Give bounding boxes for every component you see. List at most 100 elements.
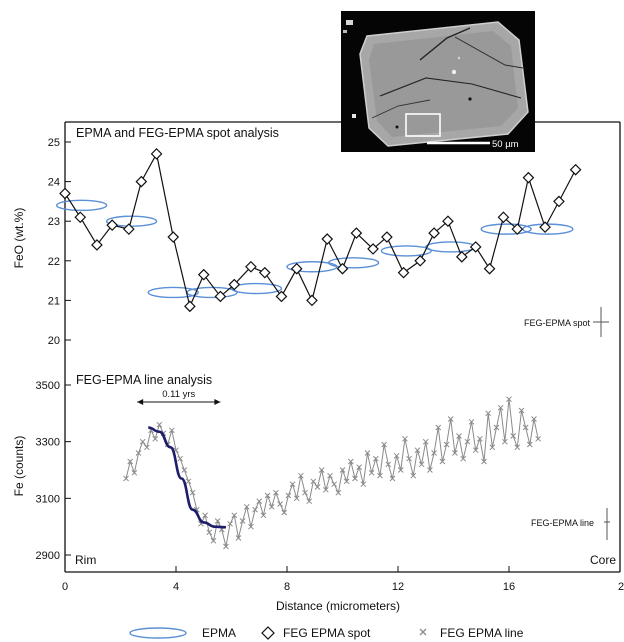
line-point	[168, 427, 175, 434]
line-point	[289, 481, 296, 488]
line-point	[144, 444, 150, 451]
bse-inset-image: 50 µm	[341, 11, 535, 152]
x-tick-label: 8	[284, 581, 290, 593]
line-point	[206, 529, 213, 536]
x-tick-label: 16	[503, 581, 515, 593]
crystal-core	[369, 31, 518, 137]
line-point	[335, 489, 342, 496]
feo-y-tick-label: 22	[48, 256, 60, 268]
line-point	[464, 438, 471, 445]
line-point	[327, 472, 333, 479]
interval-arrow-right	[214, 399, 221, 405]
fe-axis-label: Fe (counts)	[12, 436, 26, 497]
line-point	[231, 512, 238, 519]
spot-point	[59, 187, 71, 200]
line-point	[239, 518, 246, 524]
fe-y-tick-label: 3100	[36, 493, 60, 505]
fragment-3	[343, 30, 347, 33]
spot-point	[336, 262, 349, 275]
line-point	[131, 469, 138, 476]
line-point	[526, 441, 533, 448]
spot-point	[367, 243, 379, 255]
spot-point	[428, 227, 440, 239]
x-tick-label: 0	[62, 581, 68, 593]
spot-point	[381, 231, 393, 243]
spot-point	[228, 278, 241, 291]
line-point	[364, 450, 371, 456]
line-point	[331, 481, 338, 488]
plot-frame	[64, 121, 621, 573]
inclusion-2	[468, 97, 472, 101]
fit-curve	[148, 426, 226, 529]
line-point	[372, 455, 379, 462]
legend-epma-label: EPMA	[202, 626, 236, 640]
line-point	[185, 478, 192, 485]
epma-point	[425, 241, 477, 253]
line-point	[489, 444, 496, 451]
spot-point	[397, 266, 410, 279]
spot-point	[522, 171, 535, 184]
line-point	[402, 435, 408, 442]
line-point	[393, 452, 400, 459]
line-point	[306, 498, 313, 505]
spot-panel-title: EPMA and FEG-EPMA spot analysis	[76, 126, 279, 140]
line-point	[123, 475, 129, 482]
line-point	[248, 523, 254, 530]
line-point	[356, 464, 363, 471]
epma-point	[380, 245, 433, 257]
line-point	[452, 450, 458, 456]
legend: EPMA FEG EPMA spot FEG EPMA line	[129, 626, 524, 640]
line-point	[443, 441, 450, 448]
line-point	[318, 467, 325, 473]
line-point	[381, 441, 387, 448]
line-point	[447, 416, 454, 422]
line-point	[385, 461, 392, 468]
line-point	[339, 467, 346, 473]
spot-point	[497, 211, 510, 224]
line-point	[477, 435, 483, 442]
line-point	[214, 518, 221, 524]
line-point	[352, 475, 358, 482]
legend-line-label: FEG EPMA line	[440, 626, 524, 640]
line-point	[439, 458, 446, 465]
line-connector	[125, 399, 539, 547]
feo-y-tick-label: 21	[48, 295, 60, 307]
line-point	[139, 438, 146, 445]
line-panel-title: FEG-EPMA line analysis	[76, 373, 212, 387]
line-point	[314, 484, 321, 490]
spot-point	[511, 223, 524, 235]
line-point	[481, 458, 487, 465]
line-point	[427, 467, 433, 473]
line-point	[243, 503, 250, 510]
line-point	[293, 495, 300, 502]
line-point	[531, 416, 537, 422]
core-label: Core	[590, 553, 616, 567]
line-point	[127, 458, 134, 465]
spot-point	[106, 219, 119, 232]
line-point	[223, 543, 229, 550]
inclusion-4	[457, 56, 461, 60]
line-error-key: FEG-EPMA line	[531, 508, 610, 540]
inclusion-3	[395, 125, 399, 129]
line-point	[347, 458, 354, 465]
line-point	[514, 444, 521, 451]
spot-point	[469, 241, 482, 253]
fe-y-tick-label: 3500	[36, 380, 60, 392]
spot-point	[275, 290, 288, 303]
legend-line-marker	[419, 628, 427, 636]
line-point	[202, 512, 208, 519]
spot-point	[483, 262, 496, 275]
spot-point	[122, 223, 135, 235]
line-point	[260, 512, 267, 519]
line-point	[389, 475, 396, 482]
spot-point	[184, 300, 196, 313]
spot-error-label: FEG-EPMA spot	[524, 318, 591, 328]
line-point	[156, 421, 163, 428]
feo-y-tick-label: 25	[48, 137, 60, 149]
line-point	[414, 447, 421, 454]
fragment-1	[346, 20, 353, 25]
epma-point	[230, 282, 283, 295]
spot-point	[91, 239, 103, 251]
line-point	[485, 410, 492, 417]
